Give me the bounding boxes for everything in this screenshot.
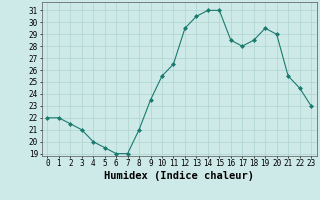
- X-axis label: Humidex (Indice chaleur): Humidex (Indice chaleur): [104, 171, 254, 181]
